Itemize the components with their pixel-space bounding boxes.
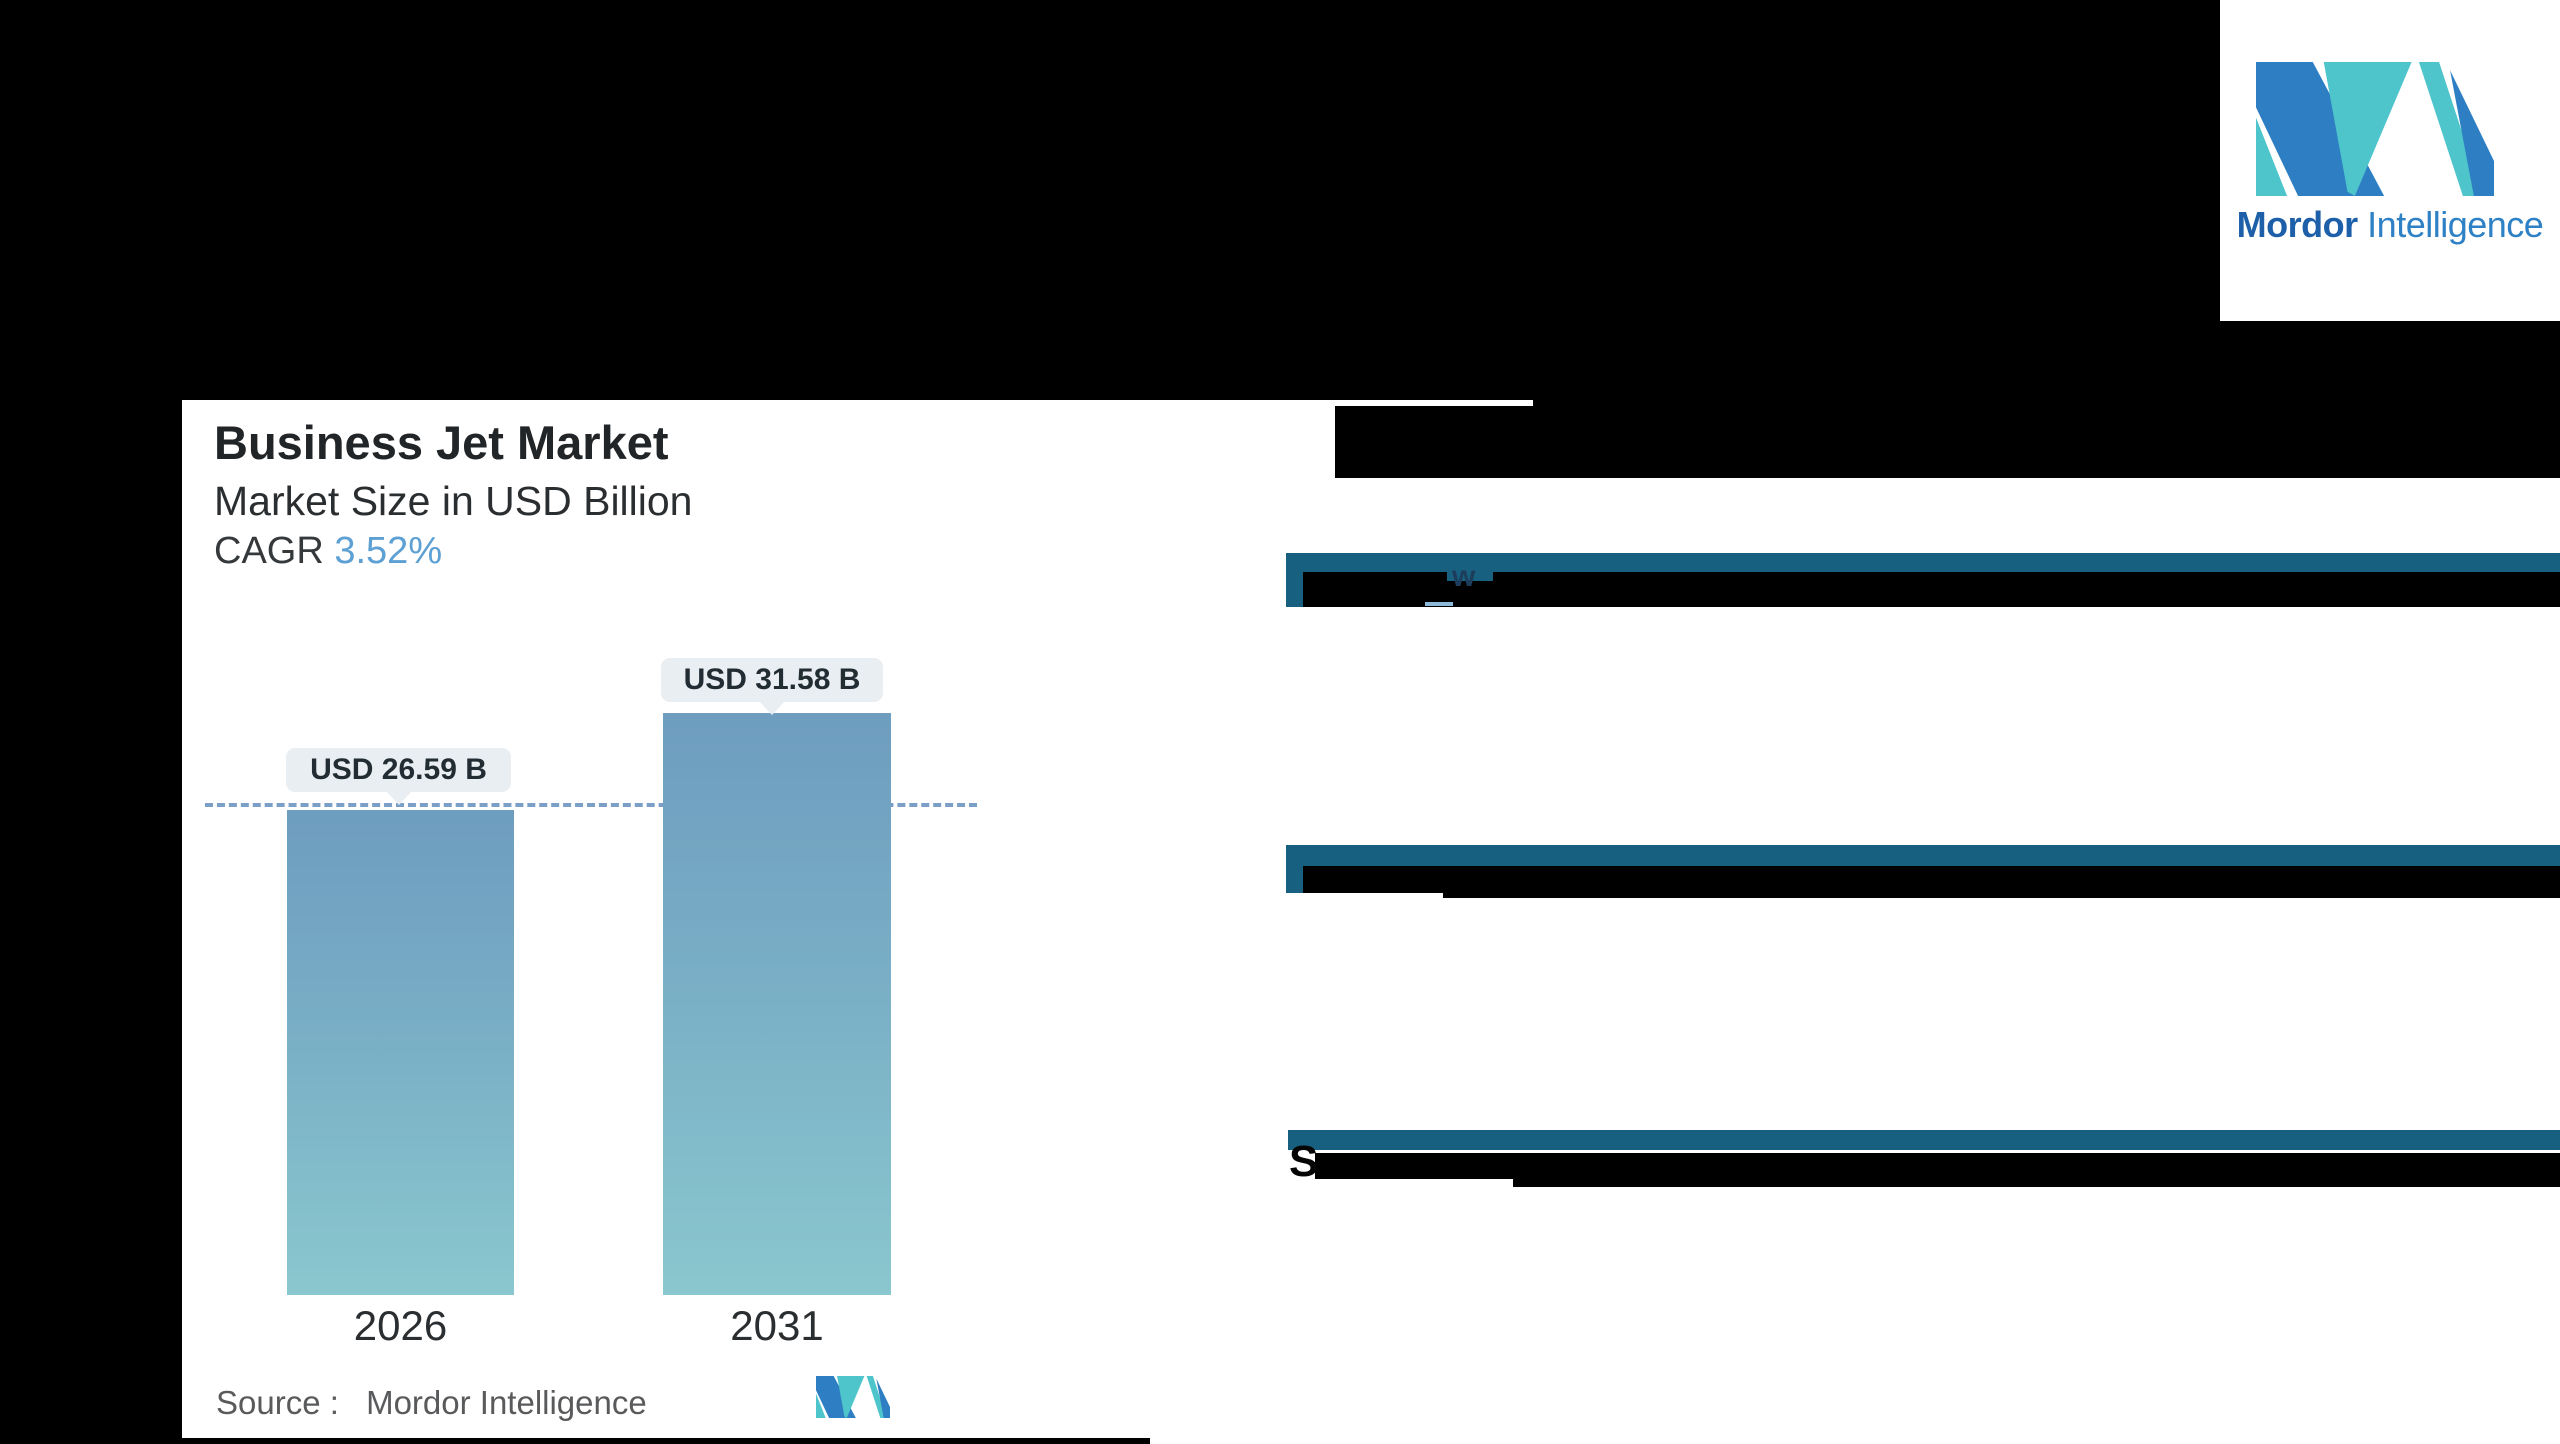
redaction-block-1 xyxy=(1303,572,2560,607)
bar-2031 xyxy=(663,713,891,1295)
cagr-line: CAGR 3.52% xyxy=(214,530,443,572)
callout-tail-icon xyxy=(759,701,785,715)
reference-dashed-line xyxy=(205,803,977,807)
remnant-underline xyxy=(1425,602,1453,606)
redaction-block-2 xyxy=(1303,866,2560,893)
cagr-value: 3.52% xyxy=(334,530,443,572)
redaction-block-top-fill xyxy=(1533,398,2560,407)
remnant-glyph-s: S xyxy=(1289,1137,1319,1186)
page-subtitle: Market Size in USD Billion xyxy=(214,478,693,524)
remnant-glyph-w: w xyxy=(1452,560,1476,593)
mini-brand-logo-icon xyxy=(816,1376,890,1418)
value-label-2031: USD 31.58 B xyxy=(683,663,861,696)
bar-2026 xyxy=(287,810,514,1295)
section-header-bar-2 xyxy=(1286,845,2560,866)
brand-logo-mark-icon xyxy=(2256,62,2494,196)
x-axis-label-2026: 2026 xyxy=(353,1302,448,1349)
redaction-block-3 xyxy=(1315,1153,2560,1179)
value-label-2026: USD 26.59 B xyxy=(310,753,487,786)
brand-word-light: Intelligence xyxy=(2367,204,2544,245)
brand-wordmark: Mordor Intelligence xyxy=(2220,204,2560,246)
brand-logo-card: Mordor Intelligence xyxy=(2220,0,2560,321)
page-title: Business Jet Market xyxy=(214,416,669,469)
section-bar-edge-1 xyxy=(1286,577,1303,607)
value-callout-2031: USD 31.58 B xyxy=(661,658,883,715)
callout-tail-icon xyxy=(385,791,412,805)
redaction-block-top xyxy=(1335,406,2560,478)
x-axis-label-2031: 2031 xyxy=(730,1302,824,1349)
source-line: Source : Mordor Intelligence xyxy=(216,1384,647,1422)
source-value: Mordor Intelligence xyxy=(366,1384,647,1421)
brand-word-bold: Mordor xyxy=(2236,204,2358,245)
redaction-block-3b xyxy=(1513,1179,2560,1187)
section-header-bar-3 xyxy=(1288,1130,2560,1150)
cagr-label: CAGR xyxy=(214,530,324,572)
redaction-word-gap xyxy=(1447,572,1493,581)
bottom-edge-mask xyxy=(0,1438,1150,1444)
value-callout-2026: USD 26.59 B xyxy=(286,748,511,805)
source-label: Source : xyxy=(216,1384,339,1421)
redaction-block-2b xyxy=(1443,893,2560,898)
section-bar-edge-2 xyxy=(1286,866,1303,893)
